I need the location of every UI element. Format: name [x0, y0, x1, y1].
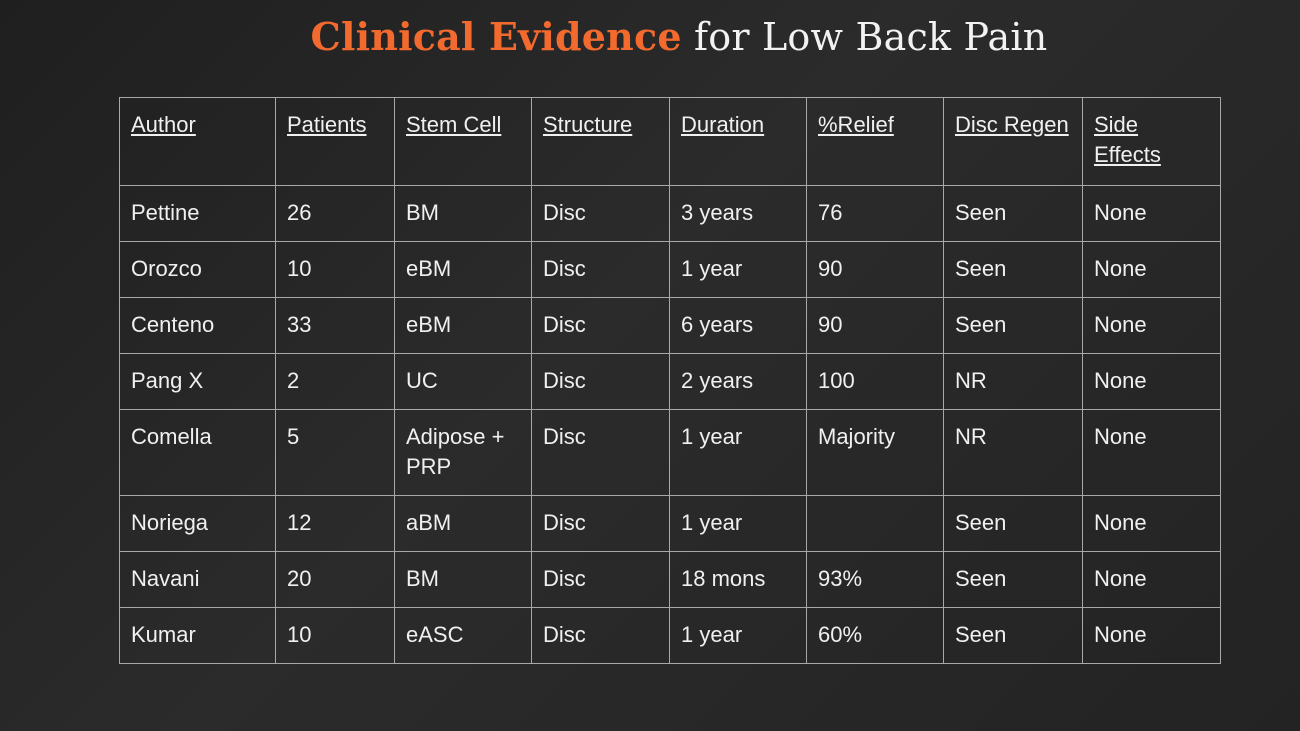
cell-author: Comella — [119, 409, 276, 496]
cell-duration: 18 mons — [669, 551, 807, 608]
cell-disc-regen: Seen — [943, 297, 1083, 354]
table-row: Pang X 2 UC Disc 2 years 100 NR None — [119, 353, 1221, 410]
cell-patients: 20 — [275, 551, 395, 608]
header-disc-regen: Disc Regen — [943, 97, 1083, 186]
cell-disc-regen: Seen — [943, 241, 1083, 298]
cell-patients: 10 — [275, 607, 395, 664]
cell-side-effects: None — [1082, 185, 1221, 242]
cell-side-effects: None — [1082, 409, 1221, 496]
cell-stem-cell: BM — [394, 185, 532, 242]
table-row: Navani 20 BM Disc 18 mons 93% Seen None — [119, 551, 1221, 608]
table-row: Comella 5 Adipose + PRP Disc 1 year Majo… — [119, 409, 1221, 496]
cell-stem-cell: eASC — [394, 607, 532, 664]
cell-disc-regen: Seen — [943, 185, 1083, 242]
title-accent: Clinical Evidence — [310, 14, 682, 59]
slide-title: Clinical Evidence for Low Back Pain — [0, 14, 1300, 59]
cell-duration: 1 year — [669, 409, 807, 496]
table-header-row: Author Patients Stem Cell Structure Dura… — [119, 97, 1221, 186]
cell-side-effects: None — [1082, 241, 1221, 298]
cell-stem-cell: UC — [394, 353, 532, 410]
cell-patients: 5 — [275, 409, 395, 496]
cell-patients: 26 — [275, 185, 395, 242]
cell-relief: 60% — [806, 607, 944, 664]
cell-structure: Disc — [531, 607, 670, 664]
cell-disc-regen: Seen — [943, 551, 1083, 608]
title-rest: for Low Back Pain — [694, 15, 1048, 59]
cell-relief: 93% — [806, 551, 944, 608]
cell-structure: Disc — [531, 297, 670, 354]
cell-side-effects: None — [1082, 551, 1221, 608]
cell-duration: 2 years — [669, 353, 807, 410]
cell-structure: Disc — [531, 495, 670, 552]
cell-author: Navani — [119, 551, 276, 608]
cell-author: Orozco — [119, 241, 276, 298]
header-structure: Structure — [531, 97, 670, 186]
cell-relief: 90 — [806, 241, 944, 298]
cell-patients: 12 — [275, 495, 395, 552]
header-patients: Patients — [275, 97, 395, 186]
cell-structure: Disc — [531, 353, 670, 410]
cell-stem-cell: eBM — [394, 241, 532, 298]
cell-relief: Majority — [806, 409, 944, 496]
cell-relief: 100 — [806, 353, 944, 410]
cell-patients: 10 — [275, 241, 395, 298]
cell-side-effects: None — [1082, 297, 1221, 354]
cell-disc-regen: Seen — [943, 495, 1083, 552]
cell-duration: 3 years — [669, 185, 807, 242]
cell-stem-cell: Adipose + PRP — [394, 409, 532, 496]
cell-stem-cell: aBM — [394, 495, 532, 552]
table-row: Pettine 26 BM Disc 3 years 76 Seen None — [119, 185, 1221, 242]
cell-patients: 33 — [275, 297, 395, 354]
table-row: Noriega 12 aBM Disc 1 year Seen None — [119, 495, 1221, 552]
cell-structure: Disc — [531, 241, 670, 298]
header-author: Author — [119, 97, 276, 186]
cell-structure: Disc — [531, 185, 670, 242]
cell-structure: Disc — [531, 551, 670, 608]
header-stem-cell: Stem Cell — [394, 97, 532, 186]
table-row: Orozco 10 eBM Disc 1 year 90 Seen None — [119, 241, 1221, 298]
table-row: Centeno 33 eBM Disc 6 years 90 Seen None — [119, 297, 1221, 354]
clinical-evidence-table: Author Patients Stem Cell Structure Dura… — [119, 97, 1221, 664]
cell-structure: Disc — [531, 409, 670, 496]
cell-duration: 1 year — [669, 607, 807, 664]
header-duration: Duration — [669, 97, 807, 186]
cell-duration: 6 years — [669, 297, 807, 354]
header-relief: %Relief — [806, 97, 944, 186]
cell-duration: 1 year — [669, 495, 807, 552]
cell-relief — [806, 495, 944, 552]
header-side-effects: Side Effects — [1082, 97, 1221, 186]
cell-author: Kumar — [119, 607, 276, 664]
cell-side-effects: None — [1082, 353, 1221, 410]
cell-relief: 90 — [806, 297, 944, 354]
cell-duration: 1 year — [669, 241, 807, 298]
cell-patients: 2 — [275, 353, 395, 410]
cell-stem-cell: BM — [394, 551, 532, 608]
cell-disc-regen: NR — [943, 353, 1083, 410]
cell-relief: 76 — [806, 185, 944, 242]
cell-author: Centeno — [119, 297, 276, 354]
cell-author: Pang X — [119, 353, 276, 410]
cell-side-effects: None — [1082, 495, 1221, 552]
cell-author: Noriega — [119, 495, 276, 552]
cell-author: Pettine — [119, 185, 276, 242]
cell-stem-cell: eBM — [394, 297, 532, 354]
cell-disc-regen: NR — [943, 409, 1083, 496]
table-row: Kumar 10 eASC Disc 1 year 60% Seen None — [119, 607, 1221, 664]
cell-side-effects: None — [1082, 607, 1221, 664]
cell-disc-regen: Seen — [943, 607, 1083, 664]
